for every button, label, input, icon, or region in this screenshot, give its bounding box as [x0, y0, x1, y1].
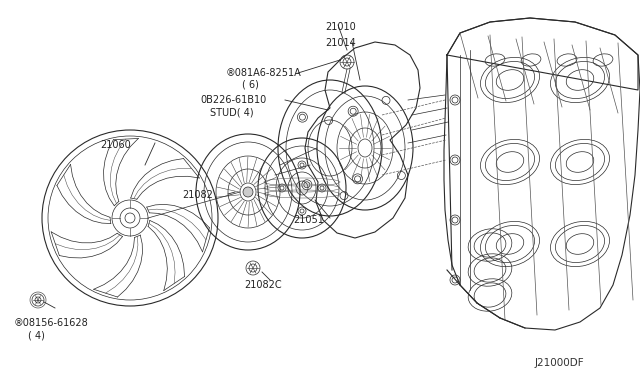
- Text: 0B226-61B10: 0B226-61B10: [200, 95, 266, 105]
- Text: ( 6): ( 6): [242, 79, 259, 89]
- Text: 21082C: 21082C: [244, 280, 282, 290]
- Text: 21060: 21060: [100, 140, 131, 150]
- Text: ®081A6-8251A: ®081A6-8251A: [226, 68, 301, 78]
- Text: 21082: 21082: [182, 190, 213, 200]
- Text: 21051: 21051: [293, 215, 324, 225]
- Text: J21000DF: J21000DF: [535, 358, 584, 368]
- Text: STUD( 4): STUD( 4): [210, 107, 253, 117]
- Text: ( 4): ( 4): [28, 330, 45, 340]
- Text: 21010: 21010: [325, 22, 356, 32]
- Text: ®08156-61628: ®08156-61628: [14, 318, 89, 328]
- Circle shape: [243, 187, 253, 197]
- Text: 21014: 21014: [325, 38, 356, 48]
